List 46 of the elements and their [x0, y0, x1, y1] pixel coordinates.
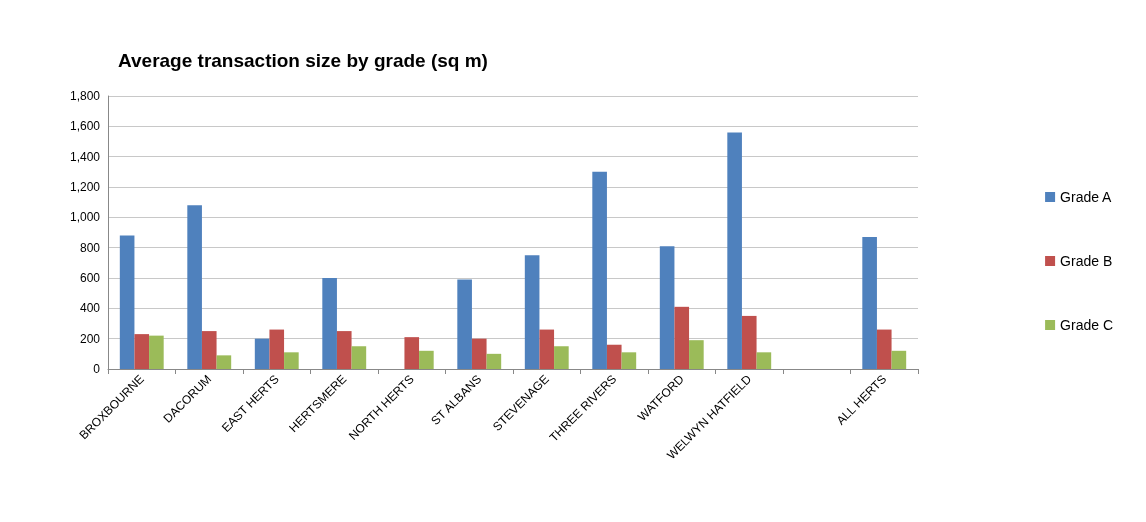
chart-title: Average transaction size by grade (sq m)	[118, 50, 488, 71]
y-tick-label: 200	[79, 331, 101, 346]
bar	[592, 171, 607, 369]
y-tick-label: 600	[79, 271, 101, 285]
bar	[134, 334, 150, 369]
bar	[119, 235, 135, 369]
bar	[351, 346, 367, 369]
bar	[689, 340, 704, 369]
bar	[404, 337, 420, 369]
y-tick-label: 1,800	[69, 89, 101, 103]
bar	[756, 352, 772, 369]
bar	[727, 132, 742, 369]
y-tick-label: 1,400	[69, 149, 101, 164]
y-tick-label: 1,200	[69, 180, 101, 194]
bar	[187, 205, 202, 369]
bar	[149, 335, 164, 369]
bar	[201, 331, 217, 369]
bar	[862, 237, 877, 369]
legend-label: Grade A	[1060, 189, 1113, 205]
bar	[322, 278, 337, 369]
bar	[891, 350, 907, 369]
y-tick-label: 1,000	[69, 210, 101, 225]
bar	[471, 338, 487, 369]
bar	[254, 338, 270, 369]
bar	[457, 279, 472, 369]
bar	[621, 352, 637, 369]
y-tick-label: 0	[93, 362, 101, 376]
y-tick-label: 400	[79, 301, 101, 316]
bar	[659, 246, 675, 369]
bar	[419, 350, 434, 369]
bar	[674, 306, 690, 369]
y-tick-label: 800	[79, 240, 101, 255]
y-tick-label: 1,600	[69, 119, 101, 134]
bar	[216, 355, 232, 369]
bar	[336, 331, 352, 369]
bar	[284, 352, 299, 369]
bar	[524, 255, 540, 369]
bar	[606, 344, 622, 369]
legend-label: Grade B	[1060, 253, 1113, 269]
bar	[269, 329, 285, 369]
bar	[539, 329, 555, 369]
bar	[741, 315, 757, 369]
bar	[876, 329, 892, 369]
bar	[554, 346, 569, 369]
bar	[486, 353, 502, 369]
legend-label: Grade C	[1060, 317, 1114, 333]
